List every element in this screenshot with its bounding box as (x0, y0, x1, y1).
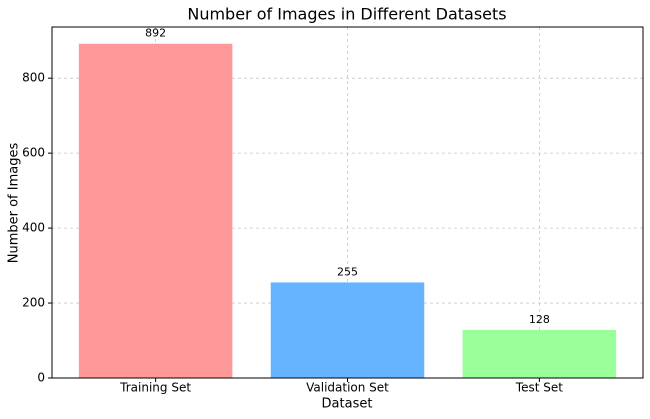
x-tick-label: Validation Set (306, 381, 389, 395)
y-tick-label: 800 (22, 71, 45, 85)
y-axis-label: Number of Images (7, 143, 22, 264)
data-label: 892 (145, 27, 166, 40)
y-tick-label: 400 (22, 221, 45, 235)
bar (78, 43, 233, 378)
bar (270, 282, 425, 378)
y-tick-label: 0 (37, 371, 45, 385)
chart-title: Number of Images in Different Datasets (187, 5, 506, 24)
y-tick-label: 200 (22, 296, 45, 310)
data-label: 128 (529, 313, 550, 326)
x-axis-label: Dataset (322, 397, 373, 412)
bar (462, 330, 617, 378)
x-tick-label: Training Set (119, 381, 191, 395)
plot-frame (51, 26, 644, 379)
y-tick-label: 600 (22, 146, 45, 160)
data-label: 255 (337, 265, 358, 278)
x-tick-label: Test Set (515, 381, 563, 395)
